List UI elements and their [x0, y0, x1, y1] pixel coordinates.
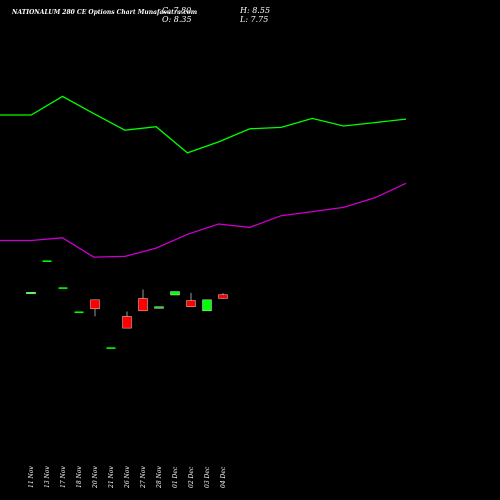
upper-indicator-line — [0, 95, 407, 154]
x-tick-label: 17 Nov — [60, 466, 67, 488]
candle-body — [202, 299, 212, 312]
candle-body — [90, 299, 100, 309]
x-tick-label: 01 Dec — [172, 466, 179, 488]
candle-body — [106, 347, 116, 349]
close-value: C: 7.80 — [162, 6, 192, 15]
x-tick-label: 28 Nov — [156, 466, 163, 489]
candle-body — [122, 316, 132, 329]
candle-body — [74, 311, 84, 314]
candle-body — [42, 260, 52, 263]
candle-body — [138, 298, 148, 312]
x-tick-label: 20 Nov — [92, 466, 99, 489]
x-tick-label: 02 Dec — [188, 466, 195, 488]
x-tick-label: 11 Nov — [28, 466, 35, 488]
candle-body — [186, 300, 196, 307]
x-tick-label: 21 Nov — [108, 466, 115, 489]
x-tick-label: 26 Nov — [124, 466, 131, 489]
high-value: H: 8.55 — [240, 6, 271, 15]
x-tick-label: 03 Dec — [204, 466, 211, 488]
open-value: O: 8.35 — [162, 15, 192, 24]
candle-body — [170, 291, 180, 296]
candle-body — [154, 306, 164, 309]
x-axis-labels: 11 Nov 13 Nov 17 Nov 18 Nov 20 Nov 21 Nov 26 N… — [28, 466, 227, 489]
candle-body — [58, 287, 68, 289]
x-tick-label: 04 Dec — [220, 466, 227, 488]
low-value: L: 7.75 — [240, 15, 269, 24]
indicator-lines — [0, 95, 407, 258]
x-tick-label: 13 Nov — [44, 466, 51, 488]
lower-indicator-line — [0, 182, 407, 258]
candlesticks — [26, 260, 228, 349]
x-tick-label: 18 Nov — [76, 466, 83, 488]
candle-body — [26, 292, 36, 295]
chart-title: NATIONALUM 280 CE Options Chart Munafasu… — [12, 9, 198, 16]
x-tick-label: 27 Nov — [140, 466, 147, 489]
candle-body — [218, 294, 228, 299]
